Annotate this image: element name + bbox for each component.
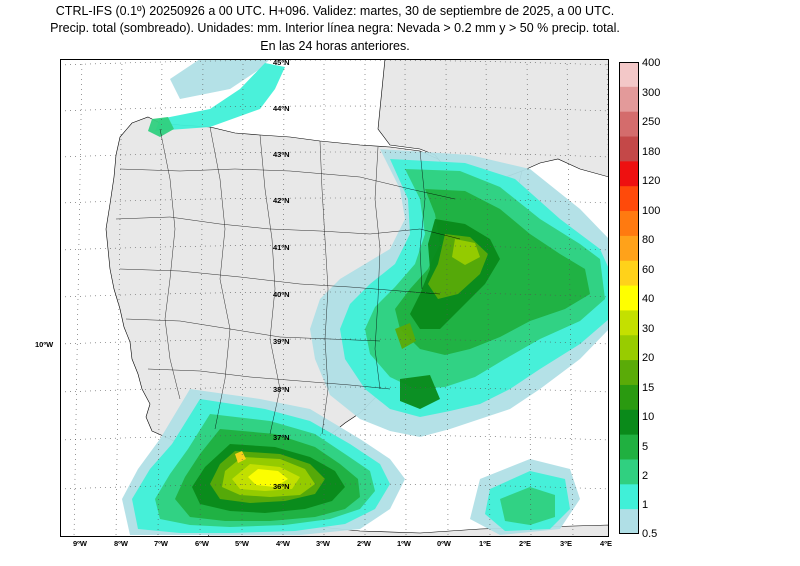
lon-label-5w: 5ºW [235,539,249,548]
colorbar [619,62,639,534]
lat-label-45n: 45ºN [273,59,290,67]
colorbar-swatch [619,136,639,162]
colorbar-label: 400 [642,57,661,69]
colorbar-swatch [619,434,639,460]
map-title-line-3: En las 24 horas anteriores. [260,39,410,53]
map-title-line-2: Precip. total (sombreado). Unidades: mm.… [50,21,620,35]
lon-label-9w: 9ºW [73,539,87,548]
lon-label-1w: 1ºW [397,539,411,548]
colorbar-swatch [619,235,639,262]
colorbar-label: 80 [642,234,655,246]
precip-area-p60 [235,451,246,463]
colorbar-label: 120 [642,175,661,187]
lat-label-41n: 41ºN [273,243,290,252]
precip-area-p2 [500,487,555,525]
colorbar-label: 60 [642,264,655,276]
lat-label-42n: 42ºN [273,196,290,205]
precip-area-p15 [395,323,416,349]
colorbar-label: 20 [642,352,655,364]
colorbar-label: 5 [642,441,649,453]
lon-label-4w: 4ºW [276,539,290,548]
colorbar-label: 250 [642,116,661,128]
precip-area-p05 [170,59,270,99]
lat-label-44n: 44ºN [273,104,290,113]
map-title-line-1: CTRL-IFS (0.1º) 20250926 a 00 UTC. H+096… [55,4,615,18]
colorbar-swatch [619,360,639,386]
lon-label-4e: 4ºE [600,539,612,548]
colorbar-label: 1 [642,499,649,511]
lat-label-43n: 43ºN [273,150,290,159]
map-frame [60,59,609,537]
lat-label-37n: 37ºN [273,433,290,442]
colorbar-swatch [619,409,639,436]
colorbar-label: 10 [642,411,655,423]
colorbar-swatch [619,161,639,187]
lat-label-40n: 40ºN [273,290,290,299]
colorbar-label: 30 [642,323,655,335]
colorbar-swatch [619,111,639,138]
colorbar-label: 2 [642,470,649,482]
lon-label-6w: 6ºW [195,539,209,548]
lon-label-8w: 8ºW [114,539,128,548]
colorbar-frame [619,62,639,534]
colorbar-label: 180 [642,146,661,158]
precipitation-map: 45ºN 44ºN 43ºN 42ºN 41ºN 40ºN 39ºN 38ºN … [60,59,609,537]
colorbar-swatch [619,186,639,212]
precip-area-p40 [248,469,288,487]
colorbar-swatch [619,62,639,88]
colorbar-swatch [619,211,639,237]
colorbar-swatch [619,260,639,287]
colorbar-swatch [619,484,639,510]
lat-label-38n: 38ºN [273,385,290,394]
lon-label-10w: 10ºW [35,340,54,349]
precip-area-p1 [155,63,285,131]
colorbar-swatch [619,86,639,113]
colorbar-swatch [619,459,639,485]
colorbar-swatch [619,384,639,411]
precip-area-p10 [400,375,440,409]
colorbar-swatch [619,285,639,311]
lon-label-3w: 3ºW [316,539,330,548]
lon-label-3e: 3ºE [560,539,572,548]
lon-label-1e: 1ºE [479,539,491,548]
precip-area-p20 [452,239,480,265]
lat-label-36n: 36ºN [273,482,290,491]
lon-label-2w: 2ºW [357,539,371,548]
colorbar-label: 40 [642,293,655,305]
precipitation-shading [122,59,609,535]
colorbar-label: 100 [642,205,661,217]
colorbar-swatch [619,509,639,534]
colorbar-label: 0.5 [642,528,658,540]
colorbar-label: 300 [642,87,661,99]
province-boundaries [115,126,461,435]
colorbar-swatch [619,310,639,336]
lon-label-7w: 7ºW [154,539,168,548]
lon-label-0w: 0ºW [437,539,451,548]
colorbar-label: 15 [642,382,655,394]
colorbar-swatch [619,335,639,361]
lat-label-39n: 39ºN [273,337,290,346]
lon-label-2e: 2ºE [519,539,531,548]
precip-area-p2 [148,117,174,137]
